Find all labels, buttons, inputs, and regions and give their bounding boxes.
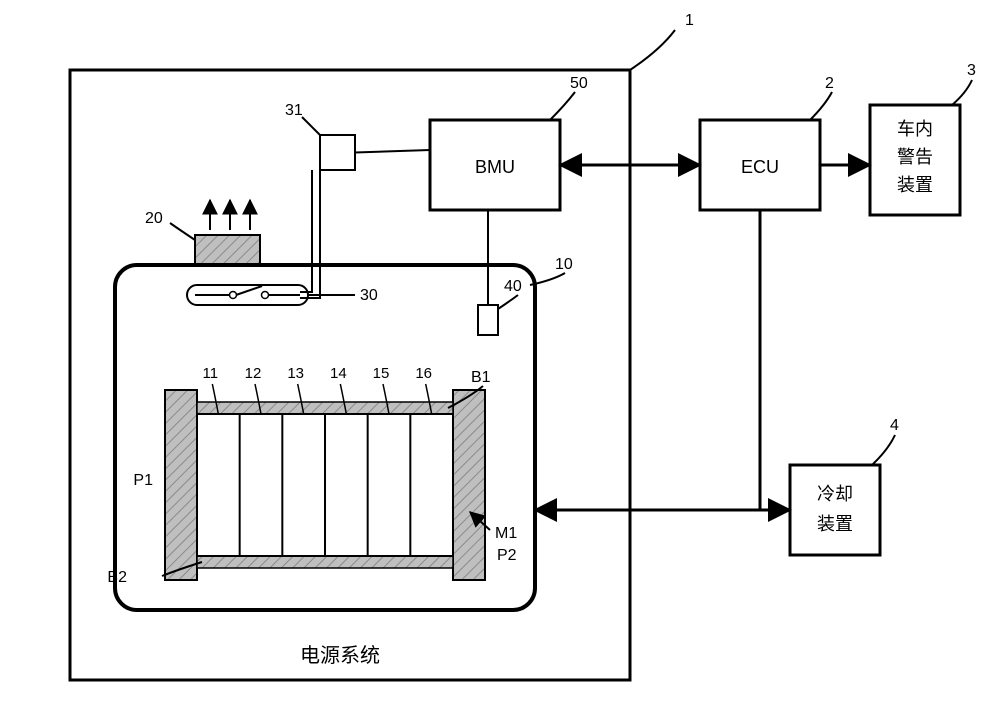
callout-50: 50 <box>570 75 588 92</box>
callout-30: 30 <box>360 287 378 304</box>
warn-label: 车内 <box>897 119 933 139</box>
cool-label: 装置 <box>817 514 853 534</box>
callout-40: 40 <box>504 278 522 295</box>
callout-P2: P2 <box>497 547 517 564</box>
callout-31: 31 <box>285 102 303 119</box>
callout-B1: B1 <box>471 369 491 386</box>
warn-label: 装置 <box>897 175 933 195</box>
cell-label: 13 <box>287 365 304 382</box>
cool-label: 冷却 <box>817 484 853 504</box>
ecu-label: ECU <box>741 157 779 177</box>
cell-label: 11 <box>203 365 219 382</box>
cell-label: 12 <box>245 365 262 382</box>
callout-3: 3 <box>967 62 976 79</box>
cell-label: 14 <box>330 365 347 382</box>
callout-P1: P1 <box>133 472 153 489</box>
callout-B2: B2 <box>107 569 127 586</box>
callout-M1: M1 <box>495 525 517 542</box>
cell-label: 15 <box>373 365 390 382</box>
callout-4: 4 <box>890 417 899 434</box>
system-title: 电源系统 <box>300 644 380 667</box>
cell-label: 16 <box>415 365 432 382</box>
callout-20: 20 <box>145 210 163 227</box>
callout-2: 2 <box>825 75 834 92</box>
callout-1: 1 <box>685 12 694 29</box>
bmu-label: BMU <box>475 157 515 177</box>
callout-10: 10 <box>555 256 573 273</box>
warn-label: 警告 <box>897 147 933 167</box>
